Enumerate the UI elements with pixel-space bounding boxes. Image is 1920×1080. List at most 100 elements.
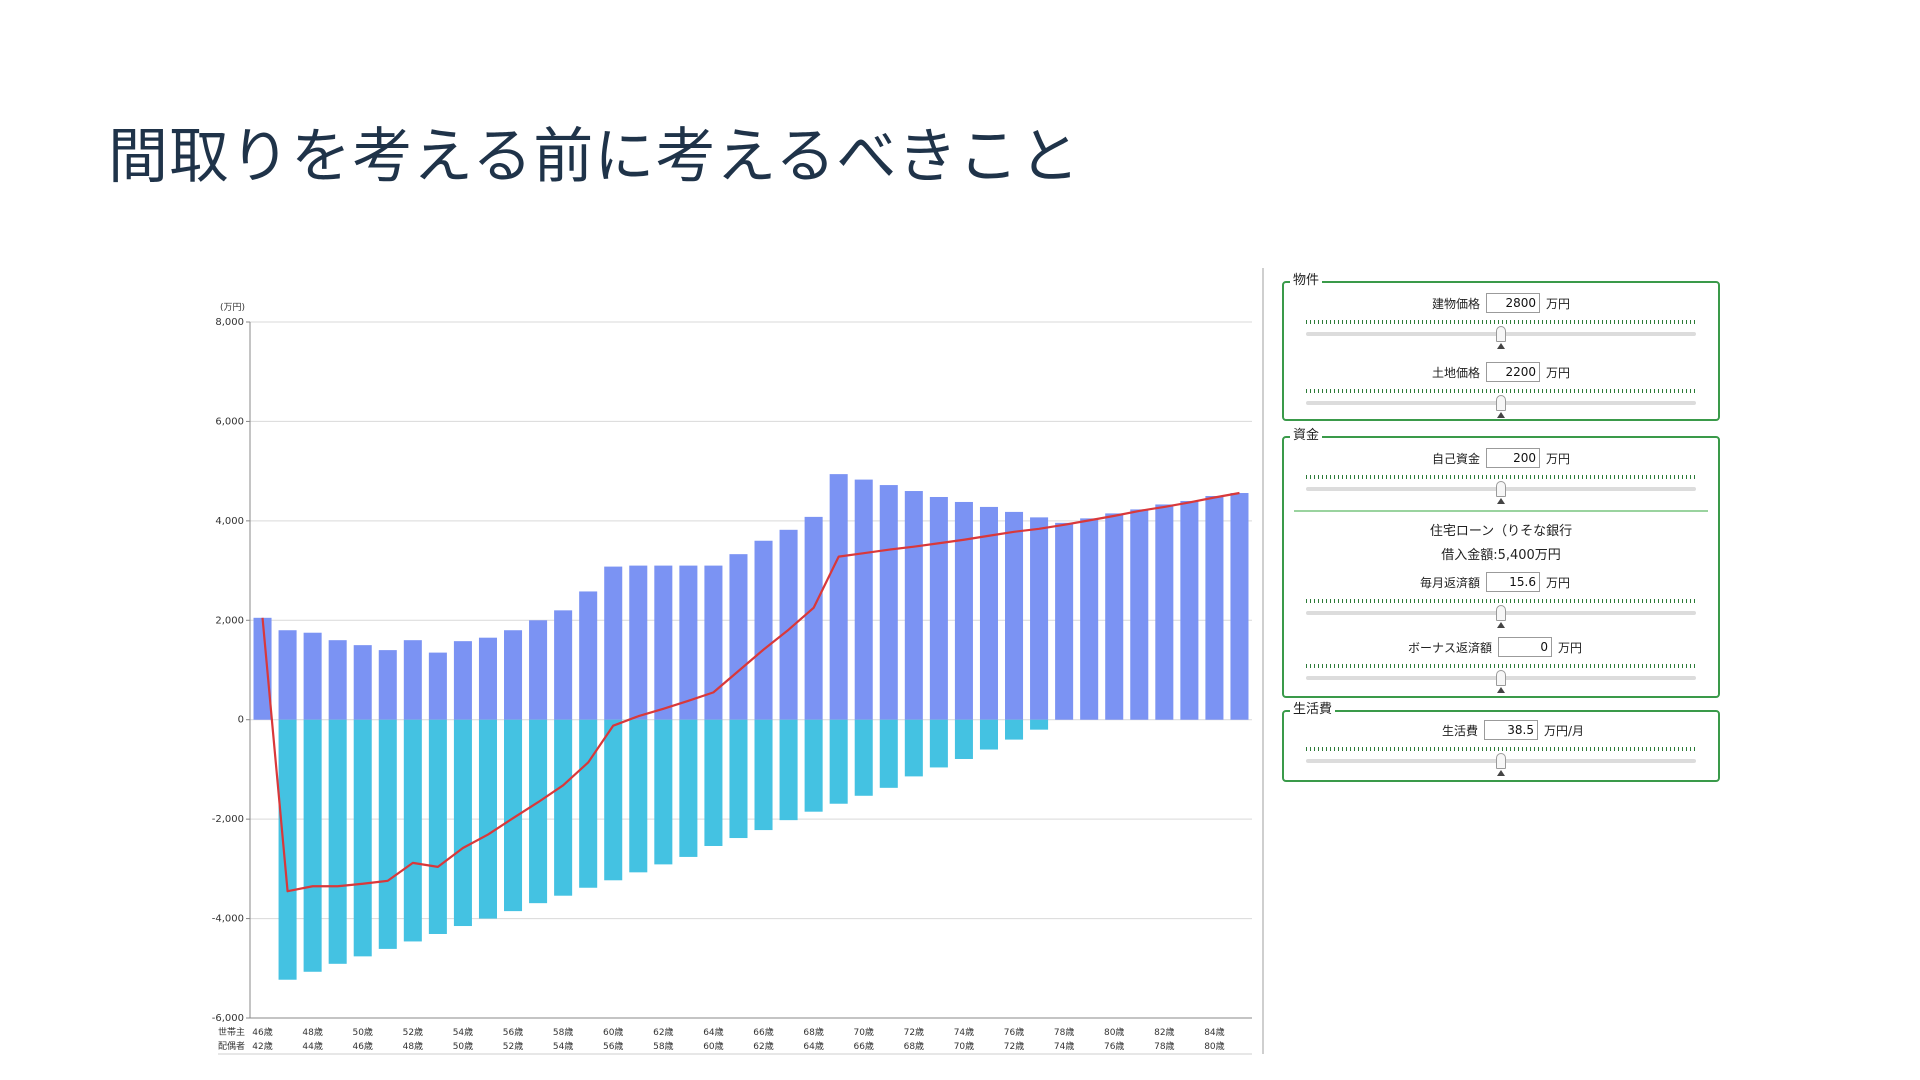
negative-bar — [929, 719, 948, 768]
x-tick-label-head: 52歳 — [403, 1026, 423, 1038]
positive-bar — [1030, 517, 1049, 720]
negative-bar — [529, 719, 548, 904]
positive-bar — [378, 650, 397, 720]
own-funds-slider-arrow-icon — [1497, 498, 1505, 504]
building-price-input[interactable] — [1486, 293, 1540, 313]
positive-bar — [453, 641, 472, 720]
loan-amount: 借入金額:5,400万円 — [1441, 548, 1561, 563]
x-tick-label-head: 82歳 — [1154, 1026, 1174, 1038]
positive-bar — [478, 637, 497, 720]
monthly-payment-input[interactable] — [1486, 572, 1540, 592]
x-tick-label-spouse: 62歳 — [753, 1040, 773, 1052]
y-unit-label: (万円) — [220, 302, 245, 313]
own-funds-slider-thumb[interactable] — [1496, 481, 1506, 497]
positive-bar — [1180, 500, 1199, 720]
positive-bar — [253, 617, 272, 720]
positive-bar — [579, 591, 598, 720]
positive-bar — [403, 640, 422, 720]
x-tick-label-head: 56歳 — [503, 1026, 523, 1038]
living-cost-input[interactable] — [1483, 720, 1538, 740]
x-tick-label-spouse: 52歳 — [503, 1040, 523, 1052]
living-cost-slider-thumb[interactable] — [1496, 753, 1506, 769]
negative-bar — [1030, 719, 1049, 730]
bonus-payment-unit: 万円 — [1558, 640, 1583, 655]
positive-bar — [1155, 504, 1174, 720]
land-price-slider-thumb[interactable] — [1496, 395, 1506, 411]
x-tick-label-head: 64歳 — [703, 1026, 723, 1038]
land-price-field: 土地価格 万円 — [1284, 360, 1718, 418]
x-tick-label-head: 60歳 — [603, 1026, 623, 1038]
own-funds-input[interactable] — [1486, 448, 1540, 468]
x-tick-label-head: 46歳 — [252, 1026, 272, 1038]
positive-bar — [979, 506, 998, 720]
living-cost-label: 生活費 — [1441, 723, 1478, 738]
x-tick-label-spouse: 74歳 — [1054, 1040, 1074, 1052]
building-price-unit: 万円 — [1546, 296, 1571, 311]
bonus-payment-input[interactable] — [1498, 637, 1552, 657]
positive-bar — [729, 554, 748, 720]
y-tick-label: 6,000 — [215, 416, 244, 427]
building-price-slider-thumb[interactable] — [1496, 326, 1506, 342]
monthly-payment-label: 毎月返済額 — [1419, 575, 1480, 590]
x-tick-label-head: 72歳 — [904, 1026, 924, 1038]
loan-title: 住宅ローン（りそな銀行 — [1429, 524, 1573, 539]
positive-bar — [504, 630, 523, 720]
positive-bar — [854, 479, 873, 720]
property-panel-legend: 物件 — [1290, 273, 1323, 289]
y-tick-label: 8,000 — [215, 317, 244, 328]
x-tick-label-head: 66歳 — [753, 1026, 773, 1038]
positive-bar — [1080, 518, 1099, 720]
negative-bar — [453, 719, 472, 927]
living-cost-slider-arrow-icon — [1497, 770, 1505, 776]
bonus-payment-label: ボーナス返済額 — [1407, 640, 1492, 655]
positive-bar — [704, 565, 723, 720]
positive-bar — [278, 630, 297, 720]
negative-bar — [604, 719, 623, 881]
negative-bar — [303, 719, 322, 972]
x-tick-label-spouse: 72歳 — [1004, 1040, 1024, 1052]
x-tick-label-spouse: 48歳 — [403, 1040, 423, 1052]
property-panel: 物件 建物価格 万円 土地価格 万円 — [1282, 273, 1720, 421]
negative-bar — [979, 719, 998, 750]
chart-panel-divider — [1262, 268, 1264, 1054]
x-tick-label-head: 54歳 — [453, 1026, 473, 1038]
negative-bar — [353, 719, 372, 957]
funds-panel-legend: 資金 — [1290, 428, 1323, 444]
monthly-payment-slider-thumb[interactable] — [1496, 605, 1506, 621]
own-funds-unit: 万円 — [1546, 451, 1571, 466]
negative-bar — [328, 719, 347, 964]
positive-bar — [954, 501, 973, 720]
bonus-payment-slider-thumb[interactable] — [1496, 670, 1506, 686]
positive-bar — [428, 652, 447, 720]
positive-bar — [804, 516, 823, 720]
negative-bar — [403, 719, 422, 942]
negative-bar — [428, 719, 447, 934]
land-price-input[interactable] — [1486, 362, 1540, 382]
building-price-label: 建物価格 — [1431, 296, 1480, 311]
negative-bar — [804, 719, 823, 812]
row-label-spouse: 配偶者 — [218, 1040, 245, 1052]
negative-bar — [654, 719, 673, 865]
y-tick-label: -4,000 — [212, 914, 244, 925]
bonus-payment-slider-ticks — [1306, 664, 1696, 668]
positive-bar — [679, 565, 698, 720]
x-tick-label-head: 70歳 — [853, 1026, 873, 1038]
negative-bar — [904, 719, 923, 777]
building-price-slider-ticks — [1306, 320, 1696, 324]
positive-bar — [1055, 522, 1074, 720]
x-tick-label-spouse: 80歳 — [1204, 1040, 1224, 1052]
negative-bar — [679, 719, 698, 857]
bonus-payment-field: ボーナス返済額 万円 — [1284, 635, 1718, 693]
living-cost-panel-legend: 生活費 — [1290, 702, 1336, 718]
positive-bar — [904, 491, 923, 720]
x-tick-label-head: 48歳 — [302, 1026, 322, 1038]
x-tick-label-head: 84歳 — [1204, 1026, 1224, 1038]
building-price-field: 建物価格 万円 — [1284, 291, 1718, 349]
x-tick-label-spouse: 44歳 — [302, 1040, 322, 1052]
positive-bar — [554, 610, 573, 720]
x-tick-label-spouse: 66歳 — [853, 1040, 873, 1052]
slide-title: 間取りを考える前に考えるべきこと — [108, 122, 1081, 192]
living-cost-unit: 万円/月 — [1543, 723, 1585, 738]
x-tick-label-spouse: 68歳 — [904, 1040, 924, 1052]
x-tick-label-head: 74歳 — [954, 1026, 974, 1038]
